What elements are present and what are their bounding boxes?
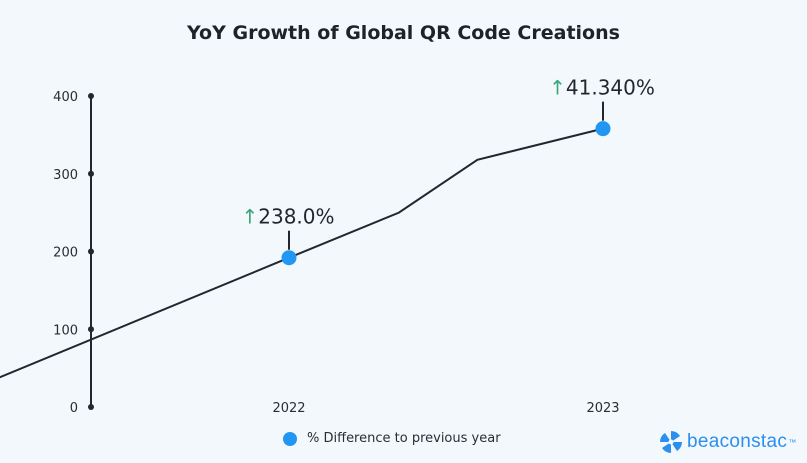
x-tick-label: 2022 xyxy=(272,401,305,416)
y-tick-mark xyxy=(88,248,94,255)
y-tick-label: 100 xyxy=(53,323,78,338)
annotation-label: ↑238.0% xyxy=(241,205,334,229)
beaconstac-logo-icon xyxy=(660,431,682,453)
y-tick-label: 200 xyxy=(53,246,78,261)
y-tick-label: 0 xyxy=(70,401,78,416)
series-line xyxy=(0,127,604,379)
y-tick-label: 400 xyxy=(53,90,78,105)
annotation-value: 41.340% xyxy=(566,76,655,100)
chart-title: YoY Growth of Global QR Code Creations xyxy=(187,22,620,44)
annotation-value: 238.0% xyxy=(258,205,334,229)
annotation-label: ↑41.340% xyxy=(549,76,655,100)
arrow-up-icon: ↑ xyxy=(241,205,258,229)
y-tick-mark xyxy=(88,170,94,177)
x-tick-label: 2023 xyxy=(586,401,619,416)
legend-marker-icon xyxy=(283,431,297,446)
y-tick-mark xyxy=(88,93,94,99)
y-tick-mark xyxy=(88,404,94,410)
legend-label: % Difference to previous year xyxy=(307,431,501,446)
brand-name: beaconstac xyxy=(687,431,788,452)
y-tick-label: 300 xyxy=(53,168,78,183)
brand-tm: ™ xyxy=(788,437,797,447)
data-point-marker xyxy=(281,250,297,266)
legend: % Difference to previous year xyxy=(283,431,501,446)
data-point-marker xyxy=(595,121,611,137)
y-tick-mark xyxy=(88,326,94,333)
arrow-up-icon: ↑ xyxy=(549,76,566,100)
brand-logo: beaconstac ™ xyxy=(659,430,797,454)
